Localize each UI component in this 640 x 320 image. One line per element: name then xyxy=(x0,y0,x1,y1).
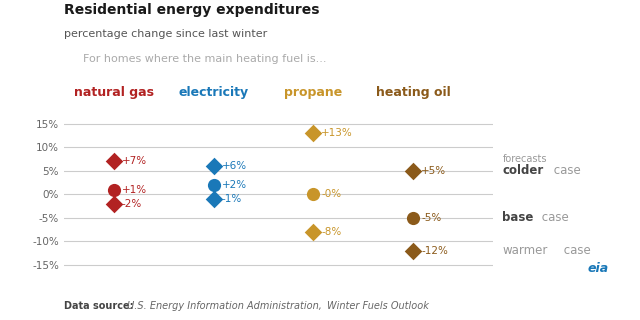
Point xyxy=(209,182,219,188)
Text: colder: colder xyxy=(502,164,543,177)
Point xyxy=(408,248,418,253)
Text: propane: propane xyxy=(284,86,342,99)
Text: heating oil: heating oil xyxy=(376,86,451,99)
Text: -1%: -1% xyxy=(221,194,242,204)
Text: -5%: -5% xyxy=(421,213,441,223)
Text: -12%: -12% xyxy=(421,246,448,256)
Text: forecasts: forecasts xyxy=(502,154,547,164)
Text: For homes where the main heating fuel is...: For homes where the main heating fuel is… xyxy=(83,54,326,64)
Point xyxy=(308,131,319,136)
Point xyxy=(109,201,119,206)
Text: +7%: +7% xyxy=(122,156,147,166)
Text: warmer: warmer xyxy=(502,244,548,257)
Point xyxy=(209,164,219,169)
Text: case: case xyxy=(560,244,591,257)
Text: base: base xyxy=(502,212,534,224)
Text: -8%: -8% xyxy=(321,227,342,237)
Point xyxy=(308,192,319,197)
Text: +1%: +1% xyxy=(122,185,147,195)
Point xyxy=(209,196,219,202)
Point xyxy=(308,229,319,235)
Text: case: case xyxy=(538,212,568,224)
Point xyxy=(109,187,119,192)
Text: case: case xyxy=(550,164,581,177)
Point xyxy=(408,215,418,220)
Point xyxy=(408,168,418,173)
Text: U.S. Energy Information Administration,  Winter Fuels Outlook: U.S. Energy Information Administration, … xyxy=(124,301,428,311)
Text: -2%: -2% xyxy=(122,199,142,209)
Text: percentage change since last winter: percentage change since last winter xyxy=(64,29,268,39)
Text: eia: eia xyxy=(588,262,609,275)
Text: +5%: +5% xyxy=(421,166,446,176)
Text: electricity: electricity xyxy=(179,86,249,99)
Text: +6%: +6% xyxy=(221,161,246,171)
Text: +2%: +2% xyxy=(221,180,246,190)
Text: Residential energy expenditures: Residential energy expenditures xyxy=(64,3,319,17)
Point xyxy=(109,159,119,164)
Text: Data source:: Data source: xyxy=(64,301,134,311)
Text: +13%: +13% xyxy=(321,128,353,138)
Text: natural gas: natural gas xyxy=(74,86,154,99)
Text: -0%: -0% xyxy=(321,189,341,199)
